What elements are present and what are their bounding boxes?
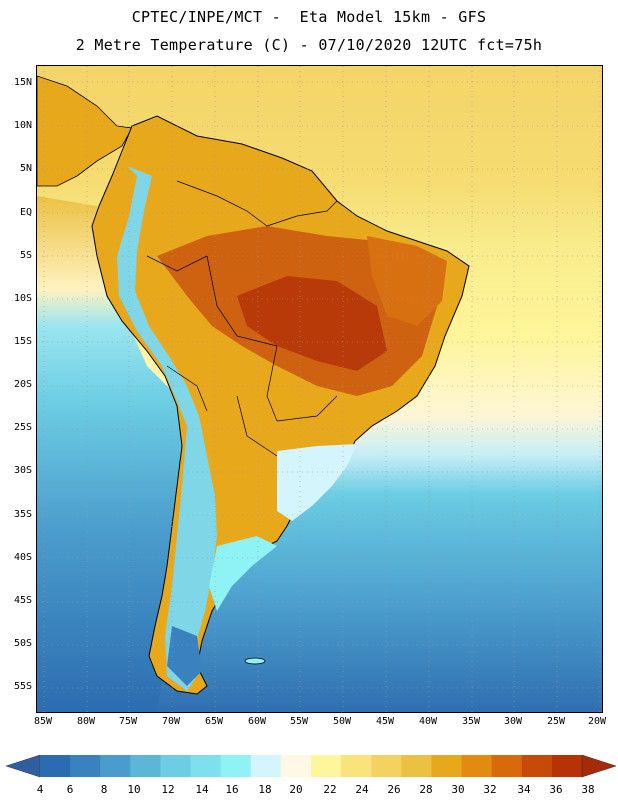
lon-label: 50W <box>332 716 352 727</box>
colorbar-label: 30 <box>451 783 465 796</box>
colorbar-swatch <box>160 755 192 777</box>
lat-label: 5N <box>19 163 32 174</box>
lon-label: 75W <box>118 716 138 727</box>
colorbar-label: 38 <box>581 783 595 796</box>
colorbar-swatch <box>461 755 493 777</box>
colorbar-label: 6 <box>66 783 74 796</box>
colorbar-label: 16 <box>225 783 239 796</box>
lon-label: 55W <box>289 716 309 727</box>
colorbar-swatch <box>311 755 342 777</box>
lat-label: 10S <box>13 293 32 304</box>
colorbar-label: 12 <box>161 783 175 796</box>
lon-label: 30W <box>503 716 523 727</box>
lat-label: EQ <box>19 207 32 218</box>
colorbar-label: 34 <box>517 783 531 796</box>
colorbar-swatch <box>341 755 372 777</box>
colorbar-label: 8 <box>100 783 108 796</box>
lon-label: 40W <box>418 716 438 727</box>
patagonia-cold <box>167 626 202 686</box>
lat-label: 35S <box>13 509 32 520</box>
colorbar-swatch <box>130 755 161 777</box>
colorbar-label: 26 <box>387 783 401 796</box>
colorbar-swatch <box>70 755 101 777</box>
colorbar-swatch <box>551 755 583 777</box>
colorbar-label: 18 <box>258 783 272 796</box>
colorbar-swatch <box>521 755 553 777</box>
colorbar-swatch <box>371 755 402 777</box>
lat-label: 15N <box>13 77 32 88</box>
lon-label: 65W <box>204 716 224 727</box>
lon-label: 25W <box>546 716 566 727</box>
colorbar-label: 22 <box>323 783 337 796</box>
lat-label: 40S <box>13 552 32 563</box>
colorbar-swatch <box>100 755 131 777</box>
andes-cool-strip <box>117 166 217 691</box>
map-canvas <box>37 66 602 712</box>
lon-label: 35W <box>461 716 481 727</box>
country-borders <box>146 180 338 457</box>
uruguay-cool <box>277 444 357 521</box>
colorbar-swatch <box>40 755 71 777</box>
pampas-cool <box>209 536 277 611</box>
lon-label: 80W <box>76 716 96 727</box>
colorbar-swatch <box>190 755 222 777</box>
colorbar-swatch <box>431 755 463 777</box>
lat-label: 50S <box>13 638 32 649</box>
gridlines <box>37 66 602 712</box>
pacific-ocean <box>37 196 187 712</box>
lon-label: 45W <box>375 716 395 727</box>
hottest-core <box>237 276 387 371</box>
colorbar-label: 20 <box>289 783 303 796</box>
colorbar-low-arrow <box>5 754 41 778</box>
colorbar-swatch <box>491 755 523 777</box>
colorbar-label: 14 <box>195 783 209 796</box>
colorbar-swatch <box>280 755 312 777</box>
title-line-2: 2 Metre Temperature (C) - 07/10/2020 12U… <box>75 36 543 54</box>
lat-label: 30S <box>13 465 32 476</box>
lat-label: 5S <box>19 250 32 261</box>
lat-label: 10N <box>13 120 32 131</box>
colorbar-label: 24 <box>355 783 369 796</box>
falkland-islands <box>244 657 266 665</box>
colorbar <box>5 754 617 778</box>
northeast-hot <box>367 236 447 326</box>
colorbar-high-arrow <box>581 754 617 778</box>
lat-label: 25S <box>13 422 32 433</box>
temperature-map <box>36 65 603 713</box>
colorbar-label: 4 <box>36 783 44 796</box>
colorbar-swatch <box>401 755 432 777</box>
lat-label: 15S <box>13 336 32 347</box>
colorbar-swatch <box>220 755 252 777</box>
colorbar-swatch <box>250 755 282 777</box>
lon-label: 20W <box>587 716 607 727</box>
lon-label: 60W <box>247 716 267 727</box>
lat-label: 55S <box>13 681 32 692</box>
colorbar-label: 28 <box>419 783 433 796</box>
central-america <box>37 75 133 187</box>
colorbar-label: 36 <box>549 783 563 796</box>
lon-label: 85W <box>33 716 53 727</box>
lat-label: 45S <box>13 595 32 606</box>
lat-label: 20S <box>13 379 32 390</box>
title-line-1: CPTEC/INPE/MCT - Eta Model 15km - GFS <box>131 8 487 26</box>
colorbar-label: 32 <box>483 783 497 796</box>
colorbar-label: 10 <box>127 783 141 796</box>
lon-label: 70W <box>161 716 181 727</box>
